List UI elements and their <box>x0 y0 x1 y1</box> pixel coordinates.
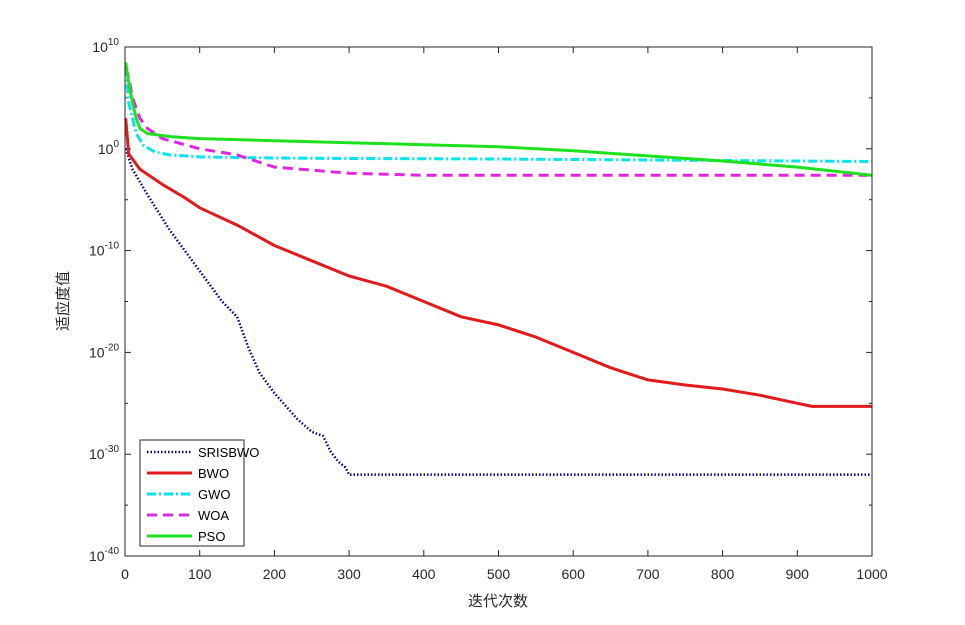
y-tick-base: 10 <box>89 446 105 462</box>
legend: SRISBWO BWO GWO WOA PSO <box>139 439 259 547</box>
y-tick-label: 10-40 <box>89 546 119 564</box>
legend-label-pso: PSO <box>198 529 225 544</box>
series-line-pso <box>124 62 873 177</box>
series-lines <box>124 62 873 476</box>
x-tick-label: 300 <box>337 566 361 582</box>
plot-area <box>125 47 872 556</box>
y-tick-exponent: -20 <box>105 342 120 353</box>
y-tick-label: 10-20 <box>89 342 119 360</box>
series-line-woa <box>124 66 872 177</box>
y-tick-base: 10 <box>89 548 105 564</box>
legend-label-bwo: BWO <box>198 466 229 481</box>
y-tick-label: 100 <box>98 139 120 157</box>
y-tick-label: 10-30 <box>89 444 119 462</box>
x-axis-label: 迭代次数 <box>468 592 528 610</box>
y-tick-base: 10 <box>89 243 105 259</box>
series-line-gwo <box>124 67 873 163</box>
y-axis-label: 适应度值 <box>54 271 72 331</box>
x-tick-label: 600 <box>562 566 586 582</box>
y-tick-label: 10-10 <box>89 241 119 259</box>
x-tick-label: 0 <box>121 566 129 582</box>
x-tick-label: 400 <box>412 566 436 582</box>
y-tick-exponent: 0 <box>113 139 119 150</box>
y-tick-base: 10 <box>92 39 108 55</box>
legend-label-gwo: GWO <box>198 487 231 502</box>
x-tick-label: 800 <box>711 566 735 582</box>
y-tick-label: 1010 <box>92 37 119 55</box>
series-line-srisbwo <box>124 148 872 476</box>
x-tick-label: 900 <box>786 566 810 582</box>
legend-label-woa: WOA <box>198 508 229 523</box>
legend-label-srisbwo: SRISBWO <box>198 445 259 460</box>
legend-box <box>139 439 245 547</box>
y-tick-exponent: -10 <box>105 241 120 252</box>
series-line-bwo <box>124 118 872 408</box>
x-tick-labels: 0 100 200 300 400 500 600 700 800 900 1000 <box>121 566 888 582</box>
plot-frame <box>124 46 873 557</box>
x-tick-label: 1000 <box>856 566 887 582</box>
x-tick-label: 500 <box>487 566 511 582</box>
y-tick-base: 10 <box>98 141 114 157</box>
x-tick-label: 200 <box>263 566 287 582</box>
y-tick-exponent: 10 <box>108 37 120 48</box>
x-tick-label: 100 <box>188 566 212 582</box>
y-tick-exponent: -30 <box>105 444 120 455</box>
y-tick-base: 10 <box>89 344 105 360</box>
x-tick-label: 700 <box>636 566 660 582</box>
y-tick-exponent: -40 <box>105 546 120 557</box>
